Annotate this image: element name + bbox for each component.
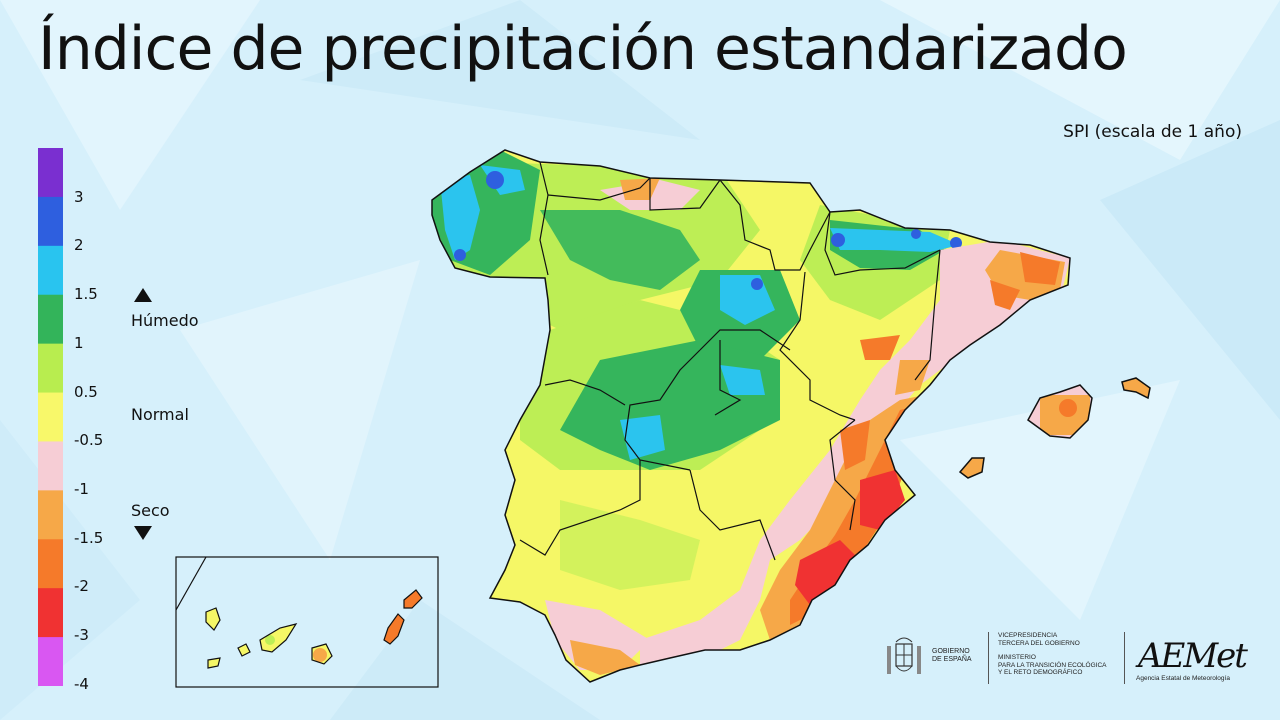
legend-swatch <box>38 245 63 296</box>
gobierno-text: GOBIERNO DE ESPAÑA <box>932 648 972 663</box>
legend-tick: -1.5 <box>74 529 104 547</box>
dry-label: Seco <box>131 501 170 520</box>
legend-tick: -4 <box>74 675 89 693</box>
normal-label: Normal <box>131 405 189 424</box>
map-subtitle: SPI (escala de 1 año) <box>1063 122 1242 142</box>
spain-mainland <box>432 150 1070 682</box>
legend-swatch <box>38 148 63 198</box>
vicepresidencia-text: VICEPRESIDENCIA TERCERA DEL GOBIERNO <box>998 632 1080 647</box>
legend-tick: -3 <box>74 626 89 644</box>
aemet-logo: AEMet <box>1138 636 1248 676</box>
legend-swatch <box>38 196 63 247</box>
legend-tick: -2 <box>74 577 89 595</box>
legend-swatch <box>38 392 63 442</box>
legend-tick: -0.5 <box>74 431 104 449</box>
aemet-subtitle: Agencia Estatal de Meteorología <box>1136 675 1230 682</box>
legend-tick: -1 <box>74 480 89 498</box>
dry-arrow-icon <box>134 526 152 540</box>
legend-swatch <box>38 441 63 491</box>
legend-swatch <box>38 343 63 394</box>
wet-label: Húmedo <box>131 311 199 330</box>
legend-swatch <box>38 294 63 345</box>
legend-swatch <box>38 490 63 540</box>
ministerio-text: MINISTERIO PARA LA TRANSICIÓN ECOLÓGICA … <box>998 654 1107 676</box>
legend-tick: 1.5 <box>74 285 98 303</box>
page-title: Índice de precipitación estandarizado <box>38 14 1128 84</box>
canary-islands-inset <box>175 556 439 688</box>
legend-tick: 0.5 <box>74 383 98 401</box>
logo-divider <box>1124 632 1125 684</box>
coat-of-arms-icon <box>887 637 921 674</box>
legend-tick: 1 <box>74 334 84 352</box>
legend-swatch <box>38 637 63 686</box>
legend-swatch <box>38 539 63 589</box>
legend-tick: 2 <box>74 236 84 254</box>
legend-swatch <box>38 588 63 638</box>
footer-logos: GOBIERNO DE ESPAÑA VICEPRESIDENCIA TERCE… <box>880 628 1250 692</box>
legend-tick: 3 <box>74 188 84 206</box>
legend-color-bar <box>38 148 63 686</box>
logo-divider <box>988 632 989 684</box>
region-boundaries <box>519 161 941 561</box>
wet-arrow-icon <box>134 288 152 302</box>
